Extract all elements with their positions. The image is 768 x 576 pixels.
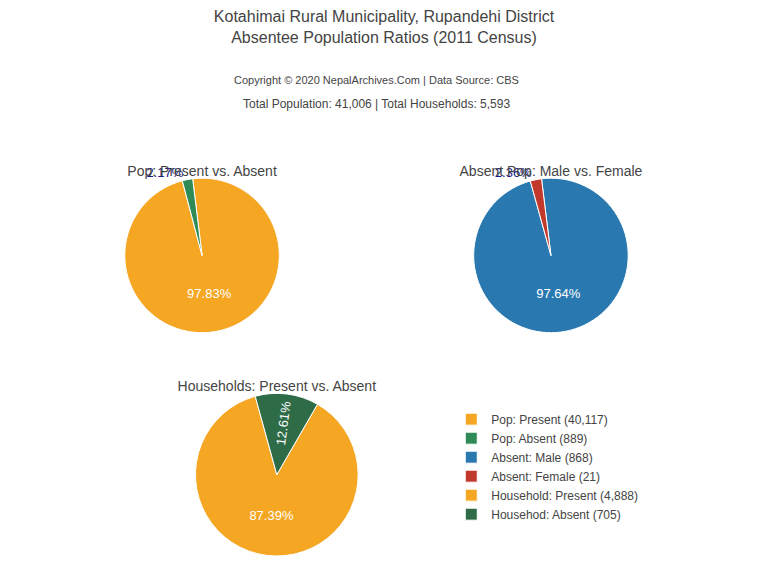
- svg-text:Absent: Male (868): Absent: Male (868): [491, 451, 592, 465]
- svg-text:Total Population: 41,006 | Tot: Total Population: 41,006 | Total Househo…: [243, 97, 510, 111]
- svg-text:97.64%: 97.64%: [536, 286, 581, 301]
- svg-text:2.36%: 2.36%: [495, 165, 532, 180]
- svg-text:Pop: Absent (889): Pop: Absent (889): [491, 432, 587, 446]
- svg-text:2.17%: 2.17%: [146, 165, 183, 180]
- svg-text:Household: Present (4,888): Household: Present (4,888): [491, 489, 638, 503]
- svg-text:Absent: Female (21): Absent: Female (21): [491, 470, 600, 484]
- svg-text:87.39%: 87.39%: [249, 508, 294, 523]
- svg-text:Kotahimai Rural Municipality,: Kotahimai Rural Municipality, Rupandehi …: [214, 8, 555, 46]
- svg-text:Pop: Present (40,117): Pop: Present (40,117): [491, 413, 608, 427]
- svg-text:12.61%: 12.61%: [273, 400, 294, 446]
- svg-text:Households: Present vs. Absent: Households: Present vs. Absent: [178, 378, 377, 394]
- svg-text:Househod: Absent (705): Househod: Absent (705): [491, 508, 620, 522]
- svg-text:Absent Pop: Male vs. Female: Absent Pop: Male vs. Female: [460, 163, 643, 179]
- svg-text:Copyright © 2020 NepalArchives: Copyright © 2020 NepalArchives.Com | Dat…: [234, 74, 519, 86]
- svg-text:97.83%: 97.83%: [187, 286, 232, 301]
- svg-text:Pop: Present vs. Absent: Pop: Present vs. Absent: [127, 163, 277, 179]
